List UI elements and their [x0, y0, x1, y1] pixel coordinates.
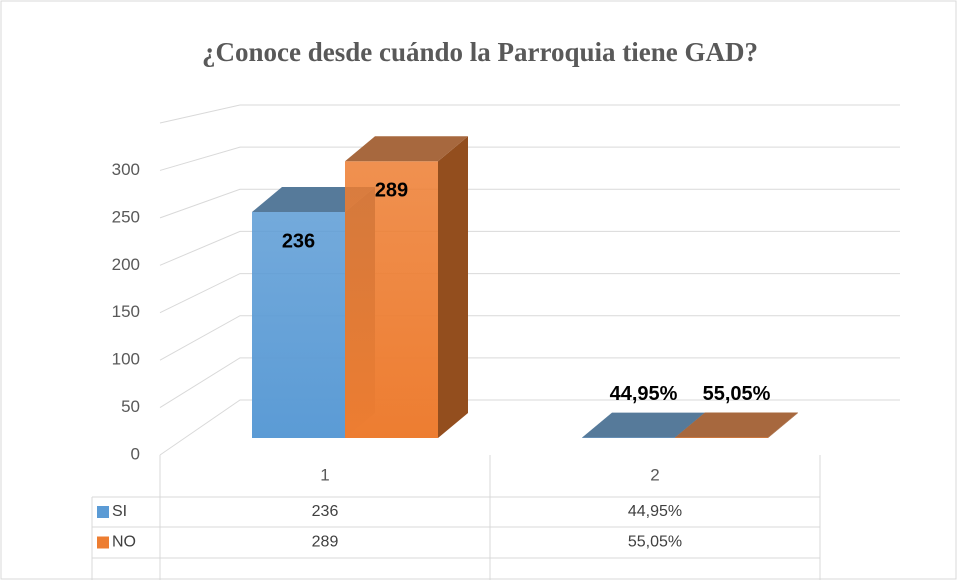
legend-swatch [97, 506, 109, 518]
table-cell: 44,95% [628, 503, 682, 520]
y-tick-label: 250 [112, 207, 140, 226]
value-label: 289 [375, 180, 408, 202]
bar-top [252, 187, 375, 212]
x-tick-label: 2 [650, 465, 659, 484]
grid-line [159, 230, 900, 266]
bar-front [252, 212, 345, 438]
grid-line [159, 188, 900, 219]
grid-line [159, 357, 900, 408]
y-tick-label: 50 [121, 397, 140, 416]
grid-line [159, 146, 900, 171]
bar-top [345, 136, 468, 162]
bar-front [675, 437, 768, 438]
grid-line [159, 399, 900, 456]
table-cell: 236 [312, 503, 339, 520]
chart-title: ¿Conoce desde cuándo la Parroquia tiene … [202, 37, 758, 67]
legend-swatch [97, 536, 109, 549]
table-cell: 55,05% [628, 534, 682, 551]
y-tick-label: 200 [112, 255, 140, 274]
y-tick-label: 100 [112, 350, 140, 369]
value-label: 44,95% [610, 383, 678, 405]
bar-side [438, 136, 468, 438]
bar-top [582, 412, 705, 438]
grid-line [159, 104, 900, 124]
legend-label: SI [112, 503, 127, 520]
x-tick-label: 1 [320, 465, 329, 484]
grid-line [159, 273, 900, 314]
legend-label: NO [112, 534, 136, 551]
value-label: 236 [282, 230, 315, 252]
table-cell: 289 [312, 534, 339, 551]
bar-top [675, 412, 798, 438]
value-label: 55,05% [703, 383, 771, 405]
y-tick-label: 0 [131, 444, 140, 463]
y-tick-label: 150 [112, 302, 140, 321]
bar-front [345, 161, 438, 438]
grid-line [159, 315, 900, 361]
bar-side [768, 412, 798, 438]
y-tick-label: 300 [112, 160, 140, 179]
